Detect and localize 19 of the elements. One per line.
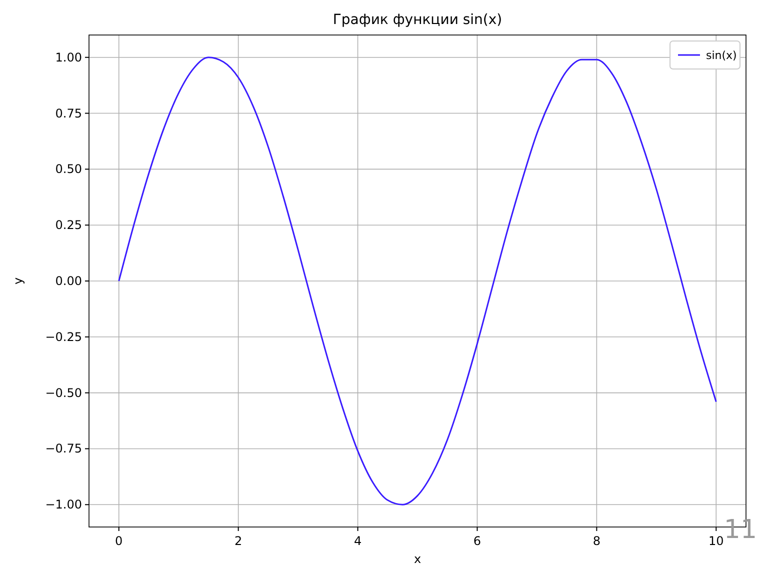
legend-label: sin(x) xyxy=(706,49,737,62)
y-tick-label: −0.25 xyxy=(45,330,82,344)
x-tick-label: 10 xyxy=(708,534,724,548)
y-axis-title: y xyxy=(11,277,25,285)
x-tick-label: 6 xyxy=(473,534,482,548)
y-tick-label: 1.00 xyxy=(55,50,82,64)
x-tick-label: 4 xyxy=(354,534,362,548)
y-tick-label: 0.50 xyxy=(55,162,82,176)
y-tick-label: −0.50 xyxy=(45,386,82,400)
x-tick-label: 8 xyxy=(592,534,600,548)
y-tick-label: 0.75 xyxy=(55,106,82,120)
y-tick-label: −0.75 xyxy=(45,442,82,456)
y-tick-label: −1.00 xyxy=(45,498,82,512)
x-axis-title: x xyxy=(414,552,422,566)
chart-title: График функции sin(x) xyxy=(332,12,502,28)
x-tick-label: 2 xyxy=(234,534,242,548)
x-tick-label: 0 xyxy=(115,534,123,548)
y-tick-label: 0.00 xyxy=(55,274,82,288)
y-tick-label: 0.25 xyxy=(55,218,82,232)
